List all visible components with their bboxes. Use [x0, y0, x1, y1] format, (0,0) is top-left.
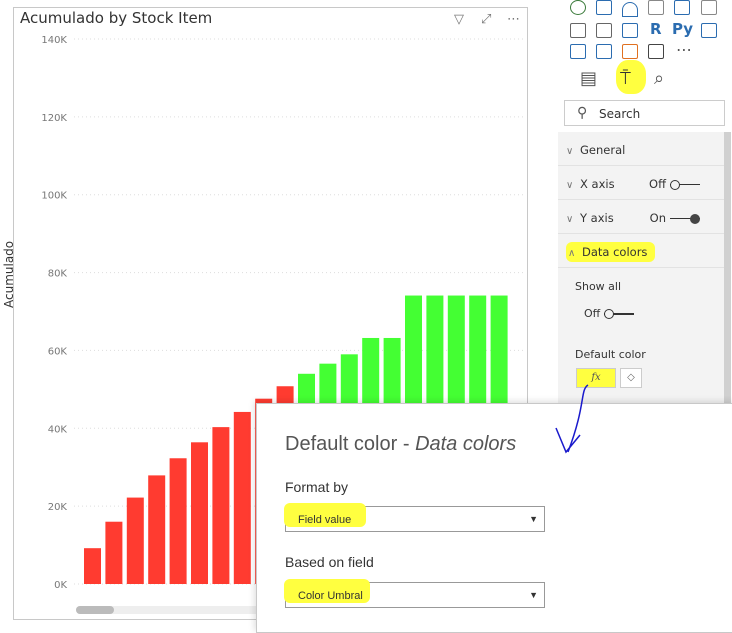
- filter-icon[interactable]: ▽: [454, 12, 464, 27]
- analytics-icon[interactable]: ⌕: [654, 68, 665, 89]
- bar[interactable]: [191, 442, 208, 584]
- y-tick-label: 40K: [48, 424, 68, 435]
- dialog-title: Default color - Data colors: [285, 433, 517, 455]
- based-on-field-label: Based on field: [285, 554, 374, 570]
- decomposition-tree-icon[interactable]: [570, 44, 586, 59]
- bar[interactable]: [105, 521, 123, 584]
- dropdown-arrow-icon: ▼: [529, 514, 538, 524]
- bar[interactable]: [148, 475, 166, 584]
- format-by-label: Format by: [285, 479, 349, 495]
- custom-visual-icon[interactable]: [622, 44, 638, 59]
- more-options-icon[interactable]: ⋯: [507, 12, 520, 27]
- horizontal-scrollbar[interactable]: [76, 606, 266, 614]
- chevron-up-icon: ∧: [568, 248, 576, 259]
- python-visual-icon[interactable]: Py: [672, 20, 694, 38]
- section-general[interactable]: ∨ General: [558, 132, 724, 166]
- default-color-label: Default color: [575, 348, 646, 361]
- show-all-label: Show all: [575, 280, 622, 293]
- r-visual-icon[interactable]: R: [650, 20, 662, 38]
- search-icon: ⚲: [577, 105, 588, 121]
- format-by-select[interactable]: Field value ▼: [284, 503, 545, 532]
- chevron-down-icon: ∨: [566, 146, 574, 157]
- map-icon[interactable]: [570, 0, 586, 15]
- y-tick-label: 140K: [41, 35, 67, 46]
- gauge-icon[interactable]: [622, 2, 638, 17]
- table-icon[interactable]: [596, 23, 612, 38]
- bar[interactable]: [212, 427, 230, 584]
- scrollbar-thumb[interactable]: [76, 606, 114, 614]
- show-all-toggle[interactable]: Off: [584, 307, 635, 320]
- chevron-down-icon: ∨: [566, 180, 574, 191]
- paginated-report-icon[interactable]: [648, 44, 664, 59]
- qa-icon[interactable]: [596, 44, 612, 59]
- y-tick-label: 60K: [48, 346, 68, 357]
- fx-conditional-format-button[interactable]: fx: [576, 368, 616, 388]
- format-paint-roller-icon[interactable]: ⍑: [620, 68, 631, 89]
- more-visuals-icon[interactable]: ⋯: [676, 40, 692, 59]
- bar[interactable]: [126, 497, 144, 584]
- y-tick-label: 100K: [41, 191, 67, 202]
- focus-mode-icon[interactable]: ⤢: [481, 12, 492, 27]
- highlight-mark: [616, 60, 646, 94]
- slicer-icon[interactable]: [570, 23, 586, 38]
- section-y-axis[interactable]: ∨ Y axis On: [558, 200, 724, 234]
- dropdown-arrow-icon: ▼: [529, 590, 538, 600]
- annotation-arrow: [555, 384, 589, 454]
- based-on-field-select[interactable]: Color Umbral ▼: [284, 579, 545, 608]
- card-icon[interactable]: [648, 0, 664, 15]
- bar[interactable]: [233, 411, 251, 584]
- x-axis-toggle[interactable]: Off: [649, 177, 700, 191]
- visual-title: Acumulado by Stock Item: [20, 9, 213, 27]
- y-tick-label: 0K: [54, 580, 67, 591]
- bar[interactable]: [169, 458, 187, 584]
- y-tick-label: 80K: [48, 269, 68, 280]
- section-data-colors[interactable]: ∧ Data colors: [558, 234, 724, 268]
- search-input[interactable]: ⚲ Search: [564, 100, 725, 126]
- key-influencers-icon[interactable]: [701, 23, 717, 38]
- fields-icon[interactable]: ▤: [580, 68, 598, 89]
- filled-map-icon[interactable]: [596, 0, 612, 15]
- matrix-icon[interactable]: [622, 23, 638, 38]
- y-tick-label: 120K: [41, 113, 67, 124]
- y-tick-label: 20K: [48, 502, 68, 513]
- default-color-dialog: Default color - Data colors Format by Fi…: [256, 403, 732, 633]
- bar[interactable]: [84, 548, 101, 584]
- eraser-icon[interactable]: ◇: [620, 368, 642, 388]
- chevron-down-icon: ∨: [566, 214, 574, 225]
- y-axis-toggle[interactable]: On: [650, 211, 700, 225]
- section-x-axis[interactable]: ∨ X axis Off: [558, 166, 724, 200]
- multi-row-card-icon[interactable]: [674, 0, 690, 15]
- pane-scrollbar[interactable]: [724, 132, 731, 412]
- y-axis-title: Acumulado: [2, 240, 16, 308]
- kpi-icon[interactable]: [701, 0, 717, 15]
